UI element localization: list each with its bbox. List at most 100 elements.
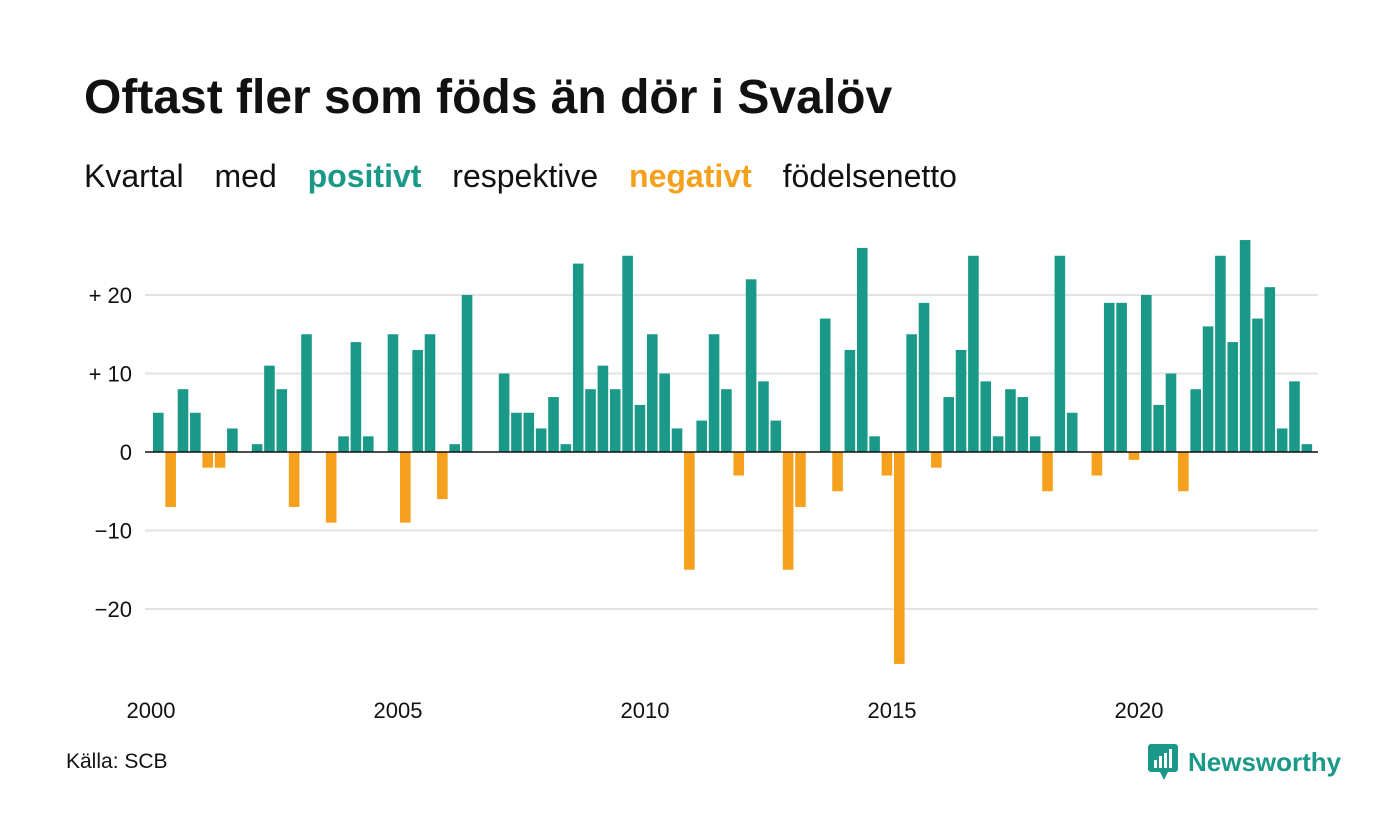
bar-negative bbox=[1091, 452, 1103, 476]
x-tick-label: 2005 bbox=[374, 698, 423, 723]
bar-positive bbox=[276, 389, 288, 452]
bar-positive bbox=[1054, 255, 1066, 452]
bar-positive bbox=[264, 365, 275, 452]
bar-positive bbox=[1029, 436, 1041, 452]
bar-positive bbox=[869, 436, 880, 452]
y-tick-label: + 20 bbox=[89, 283, 132, 308]
x-tick-label: 2000 bbox=[127, 698, 176, 723]
bar-positive bbox=[1276, 428, 1288, 452]
y-tick-label: −10 bbox=[95, 519, 132, 544]
bar-positive bbox=[449, 444, 460, 452]
subtitle-negative-label: negativt bbox=[629, 158, 752, 194]
bar-negative bbox=[795, 452, 806, 507]
x-tick-label: 2010 bbox=[621, 698, 670, 723]
bar-positive bbox=[1264, 287, 1276, 452]
bar-positive bbox=[1301, 444, 1313, 452]
bar-negative bbox=[1128, 452, 1140, 460]
newsworthy-logo: Newsworthy bbox=[1148, 744, 1341, 780]
newsworthy-chart-icon bbox=[1148, 744, 1178, 780]
bar-positive bbox=[560, 444, 572, 452]
y-tick-label: −20 bbox=[95, 597, 132, 622]
bar-positive bbox=[745, 279, 757, 452]
bar-positive bbox=[1103, 302, 1115, 452]
bar-positive bbox=[1066, 412, 1078, 452]
bar-positive bbox=[387, 334, 399, 452]
bar-positive bbox=[906, 334, 917, 452]
bar-positive bbox=[659, 373, 670, 452]
bar-positive bbox=[1239, 240, 1251, 452]
bar-positive bbox=[350, 342, 362, 452]
bar-positive bbox=[980, 381, 992, 452]
chart-title: Oftast fler som föds än dör i Svalöv bbox=[84, 71, 893, 124]
bar-positive bbox=[498, 373, 510, 452]
bar-positive bbox=[177, 389, 189, 452]
subtitle-text-1: Kvartal bbox=[84, 158, 184, 194]
subtitle-text-3: respektive bbox=[452, 158, 599, 194]
bar-positive bbox=[523, 412, 535, 452]
x-tick-label: 2015 bbox=[868, 698, 917, 723]
bar-negative bbox=[733, 452, 745, 476]
bar-negative bbox=[894, 452, 905, 664]
bar-positive bbox=[338, 436, 349, 452]
bar-positive bbox=[572, 263, 584, 452]
bar-positive bbox=[227, 428, 238, 452]
x-axis-ticks: 2000 2005 2010 2015 2020 bbox=[127, 698, 1164, 723]
bar-positive bbox=[511, 412, 522, 452]
bar-positive bbox=[424, 334, 436, 452]
bar-positive bbox=[362, 436, 374, 452]
bar-positive bbox=[634, 404, 646, 452]
bar-positive bbox=[1165, 373, 1177, 452]
bar-negative bbox=[325, 452, 337, 523]
bar-negative bbox=[1178, 452, 1189, 492]
bar-positive bbox=[251, 444, 263, 452]
bar-positive bbox=[1017, 397, 1029, 452]
bar-positive bbox=[918, 302, 930, 452]
bar-positive bbox=[708, 334, 720, 452]
bar-positive bbox=[770, 420, 782, 452]
bar-positive bbox=[647, 334, 658, 452]
bar-positive bbox=[1190, 389, 1201, 452]
bar-chart: + 20 + 10 0 −10 −20 2000 2005 2010 2015 2020 bbox=[89, 240, 1318, 723]
bar-positive bbox=[992, 436, 1004, 452]
bar-positive bbox=[696, 420, 707, 452]
bar-negative bbox=[437, 452, 448, 500]
bar-positive bbox=[721, 389, 732, 452]
bar-positive bbox=[1215, 255, 1226, 452]
bar-positive bbox=[943, 397, 954, 452]
bar-negative bbox=[202, 452, 213, 468]
bar-positive bbox=[1202, 326, 1214, 452]
bar-negative bbox=[931, 452, 942, 468]
bar-positive bbox=[622, 255, 633, 452]
bar-positive bbox=[1252, 318, 1263, 452]
bar-negative bbox=[684, 452, 695, 570]
bar-positive bbox=[1141, 295, 1152, 452]
bar-positive bbox=[1116, 302, 1127, 452]
bar-positive bbox=[412, 349, 423, 452]
bar-negative bbox=[165, 452, 176, 507]
subtitle-text-2: med bbox=[214, 158, 277, 194]
subtitle-text-4: födelsenetto bbox=[782, 158, 957, 194]
bar-positive bbox=[153, 412, 164, 452]
bar-negative bbox=[400, 452, 411, 523]
bar-negative bbox=[214, 452, 226, 468]
bar-positive bbox=[1153, 404, 1164, 452]
bar-negative bbox=[1042, 452, 1053, 492]
source-note: Källa: SCB bbox=[66, 750, 168, 773]
bar-positive bbox=[819, 318, 831, 452]
bar-negative bbox=[288, 452, 300, 507]
bar-positive bbox=[597, 365, 609, 452]
bar-positive bbox=[968, 255, 979, 452]
bar-positive bbox=[535, 428, 547, 452]
bar-positive bbox=[955, 349, 967, 452]
bar-positive bbox=[585, 389, 596, 452]
bar-positive bbox=[671, 428, 683, 452]
y-tick-label: 0 bbox=[120, 440, 132, 465]
logo-text: Newsworthy bbox=[1188, 746, 1342, 777]
subtitle-positive-label: positivt bbox=[307, 158, 422, 194]
bar-positive bbox=[758, 381, 769, 452]
bar-positive bbox=[1227, 342, 1239, 452]
chart-subtitle: Kvartal med positivt respektive negativt… bbox=[84, 158, 979, 195]
y-tick-label: + 10 bbox=[89, 362, 132, 387]
bar-positive bbox=[548, 397, 559, 452]
bars bbox=[153, 240, 1313, 664]
